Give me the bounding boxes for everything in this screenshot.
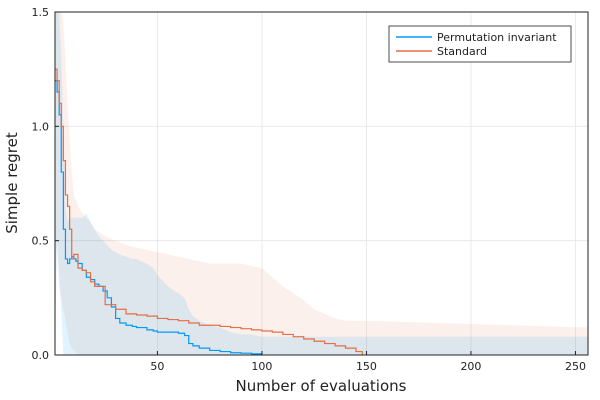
band-permutation-invariant — [55, 12, 588, 355]
series-lines — [55, 68, 363, 355]
y-tick-label-0: 0.0 — [32, 349, 50, 362]
band-standard — [55, 12, 588, 355]
y-tick-label-3: 1.5 — [32, 6, 50, 19]
x-tick-label-0: 50 — [150, 360, 164, 373]
legend-box — [388, 25, 572, 63]
x-tick-label-2: 150 — [356, 360, 377, 373]
y-tick-label-2: 1.0 — [32, 120, 50, 133]
y-axis-ticks: 0.0 0.5 1.0 1.5 — [32, 6, 59, 362]
x-axis-label: Number of evaluations — [236, 377, 407, 395]
x-tick-label-4: 250 — [565, 360, 586, 373]
x-tick-label-1: 100 — [251, 360, 272, 373]
legend-label-standard: Standard — [437, 45, 487, 58]
legend: Permutation invariant Standard — [388, 25, 572, 63]
legend-label-permutation-invariant: Permutation invariant — [437, 31, 557, 44]
plot-frame — [54, 11, 589, 356]
line-standard — [55, 68, 363, 355]
x-tick-label-3: 200 — [460, 360, 481, 373]
confidence-bands — [55, 12, 588, 355]
x-axis-ticks: 50 100 150 200 250 — [150, 351, 586, 373]
y-axis-label: Simple regret — [3, 132, 21, 234]
y-tick-label-1: 0.5 — [32, 235, 50, 248]
